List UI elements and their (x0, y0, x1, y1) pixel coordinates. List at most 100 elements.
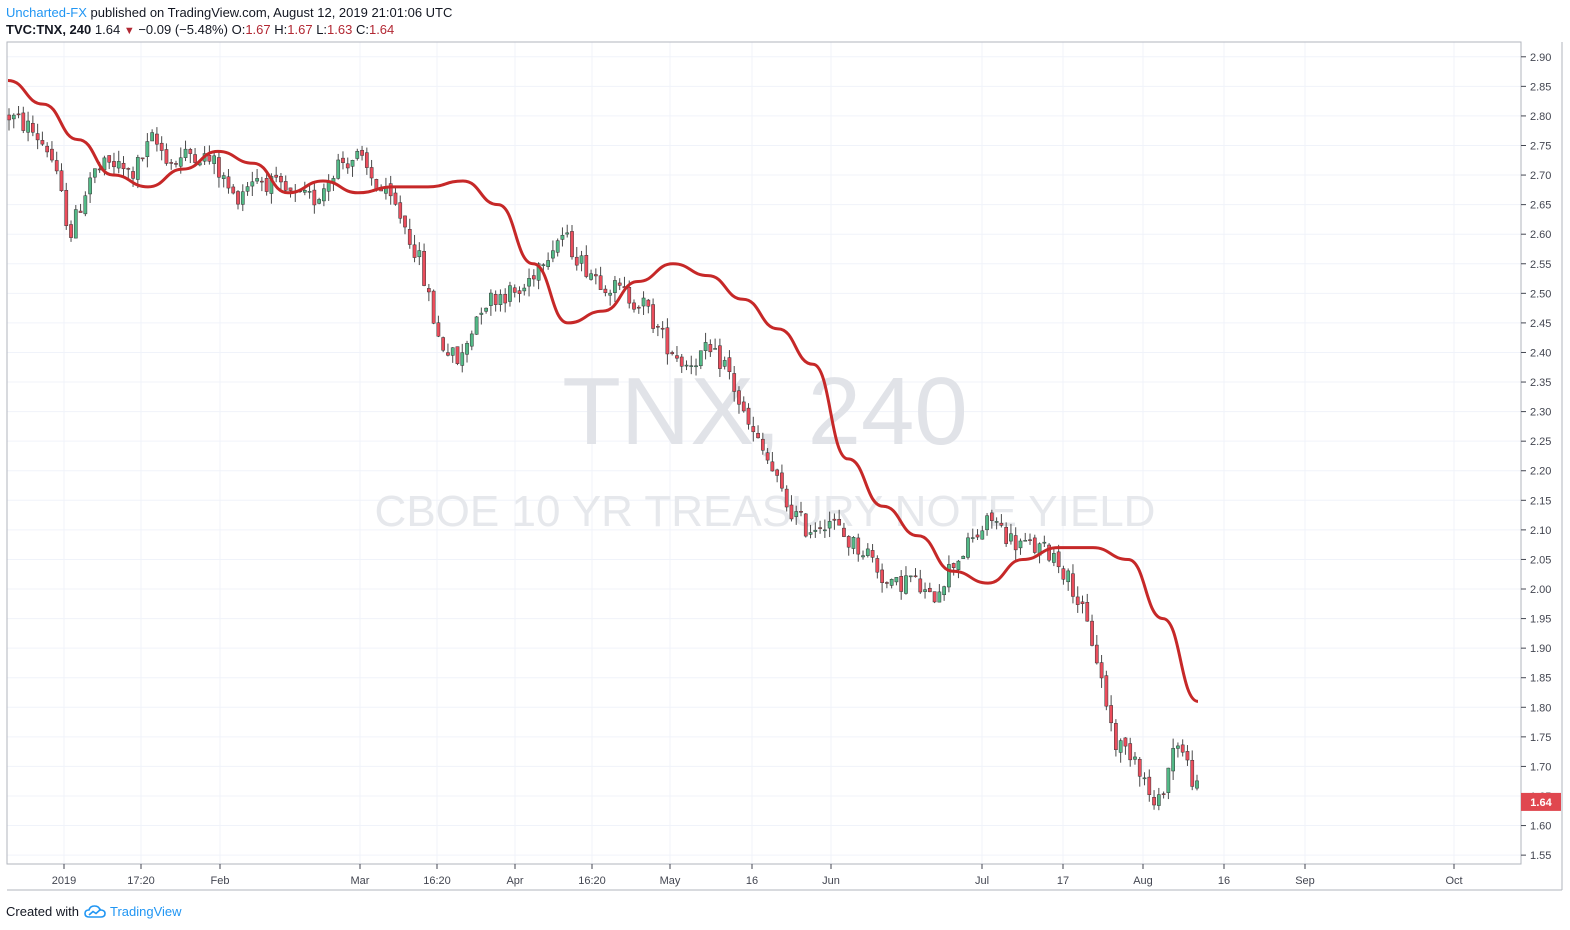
candle-body (269, 176, 274, 194)
price-tick-label: 2.10 (1530, 525, 1551, 537)
candle-body (54, 160, 59, 172)
candle (651, 298, 655, 333)
candle-body (469, 333, 474, 347)
candle-body (479, 312, 484, 315)
candle-body (1023, 539, 1028, 542)
candle (970, 528, 975, 543)
price-axis[interactable]: 1.551.601.651.701.751.801.851.901.952.00… (1521, 52, 1551, 862)
candle (913, 568, 918, 578)
candle (994, 517, 999, 530)
candle (574, 246, 579, 271)
candle-body (1171, 748, 1175, 772)
candle (336, 153, 341, 180)
candle-body (1080, 601, 1085, 604)
candle (479, 307, 484, 325)
candle (188, 147, 193, 164)
candle (1171, 738, 1175, 780)
candle-body (670, 352, 675, 355)
candle (565, 224, 570, 238)
candle-body (679, 356, 684, 367)
candle (388, 175, 393, 205)
price-tick-label: 2.20 (1530, 466, 1551, 478)
candle (951, 562, 956, 576)
time-tick-label: May (660, 875, 681, 887)
candle-body (11, 114, 16, 120)
candle-body (818, 527, 822, 529)
candle (1023, 532, 1028, 542)
candle (885, 581, 889, 589)
candle-body (875, 558, 880, 573)
candle (1195, 774, 1199, 791)
candle (808, 524, 813, 539)
candle-body (975, 534, 980, 538)
time-tick-label: 16 (746, 875, 758, 887)
tradingview-link[interactable]: TradingView (109, 904, 182, 919)
candle (460, 343, 465, 373)
candle-body (937, 591, 942, 603)
author-link[interactable]: Uncharted-FX (6, 5, 87, 20)
candle-body (83, 195, 88, 215)
candle-body (694, 365, 698, 368)
candle-body (541, 264, 546, 266)
candle (31, 115, 35, 137)
watermark-symbol: TNX, 240 (562, 358, 968, 465)
candle-body (131, 171, 135, 179)
candle-body (508, 285, 512, 302)
candle-body (484, 307, 488, 312)
candle-body (603, 288, 608, 293)
time-axis[interactable]: 2019 17:20 Feb Mar 16:20 Apr 16:20 May 16 Jun Jul 1… (52, 864, 1463, 887)
candle (341, 151, 345, 170)
candle-body (956, 560, 961, 570)
candle (455, 346, 460, 366)
candle (675, 346, 679, 362)
candle (1075, 586, 1080, 613)
time-tick-label: 17 (1057, 875, 1069, 887)
candle-body (932, 591, 937, 603)
candle (823, 519, 827, 538)
candle-body (145, 141, 150, 157)
candle (598, 266, 603, 290)
candle (1042, 535, 1047, 548)
candle (260, 176, 264, 192)
candle (240, 184, 245, 212)
candle (59, 163, 64, 192)
candle-body (1071, 573, 1075, 597)
open-label: O: (231, 22, 246, 37)
candle (851, 536, 856, 555)
price-tick-label: 2.05 (1530, 554, 1551, 566)
time-tick-label: Jun (822, 875, 840, 887)
price-tick-label: 1.60 (1530, 821, 1551, 833)
candle (1123, 737, 1128, 755)
price-tick-label: 2.85 (1530, 81, 1551, 93)
candle-body (732, 373, 737, 392)
price-tick-label: 1.90 (1530, 643, 1551, 655)
candle (21, 106, 26, 134)
candle (923, 582, 927, 599)
high-label: H: (274, 22, 288, 37)
candle (875, 555, 880, 579)
candle-body (341, 157, 345, 163)
down-arrow-icon: ▼ (123, 25, 135, 37)
candle-body (1152, 797, 1156, 806)
candle (489, 289, 493, 316)
candle-body (985, 515, 989, 531)
time-tick-label: 17:20 (127, 875, 155, 887)
candle (656, 323, 660, 337)
candle-body (431, 290, 436, 324)
candle (16, 105, 21, 119)
candle-body (1180, 744, 1185, 753)
candle-body (961, 555, 966, 559)
candle-body (856, 537, 861, 555)
candle (345, 157, 350, 174)
candle-body (527, 278, 531, 287)
candle (369, 159, 374, 186)
candle (145, 133, 150, 168)
time-tick-label: Mar (351, 875, 370, 887)
candle (689, 355, 694, 375)
candle (837, 509, 842, 526)
candle-body (918, 578, 923, 593)
candle-body (570, 231, 574, 258)
candle-body (69, 224, 73, 238)
candle-body (436, 322, 441, 337)
